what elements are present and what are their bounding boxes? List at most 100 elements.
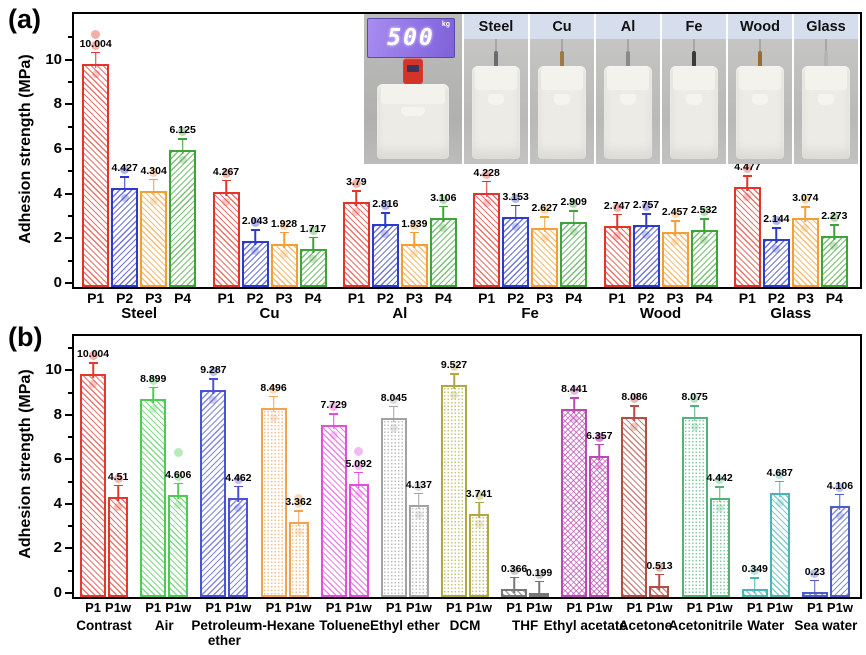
y-minor-tick [68, 347, 72, 350]
x-tick-label: P1 [347, 290, 365, 306]
y-major-tick [65, 103, 72, 106]
error-bar-line [833, 224, 836, 241]
x-tick-label: P1 [446, 600, 462, 615]
canister-photo [670, 66, 718, 159]
hanging-wire [825, 39, 827, 53]
data-point-dot [482, 169, 492, 179]
data-point-dot [775, 498, 784, 507]
error-bar-line [775, 227, 778, 244]
data-point-dot [178, 156, 187, 165]
data-point-dot [671, 238, 679, 247]
error-bar [569, 210, 579, 227]
bar-value-label: 4.228 [473, 166, 500, 179]
bar-value-label: 4.427 [111, 162, 138, 175]
error-bar-line [123, 176, 126, 193]
error-bar-line [543, 216, 546, 233]
error-bar [742, 175, 752, 192]
x-tick-label: P3 [275, 290, 293, 306]
error-bar [775, 480, 785, 497]
y-tick-label: 6 [53, 140, 62, 158]
error-bar-line [633, 405, 636, 422]
inset-photo-label: Wood [728, 14, 792, 39]
error-bar-cap [308, 236, 318, 239]
data-point-dot [389, 394, 399, 404]
data-point-dot [511, 193, 521, 203]
category-label: Al [392, 305, 408, 322]
y-tick-label: 0 [53, 584, 62, 601]
error-bar [221, 179, 231, 196]
data-point-dot [534, 569, 544, 579]
bar-value-label: 8.899 [140, 372, 167, 385]
error-bar [250, 229, 260, 246]
x-tick-label: P1w [285, 600, 312, 615]
bar-value-label: 8.441 [561, 383, 588, 396]
bar-value-label: 3.79 [346, 176, 367, 189]
bar [140, 399, 167, 597]
panel-b-x-axis: P1 P1w Contrast P1 P1w Air P1 P1w Petroleum ethe… [74, 598, 857, 653]
data-point-dot [233, 474, 243, 484]
x-tick-label: P1 [85, 600, 102, 615]
error-bar-line [254, 229, 256, 246]
error-bar-cap [279, 231, 289, 234]
hanging-scale-device [403, 58, 423, 84]
category-label: Ethyl ether [369, 618, 440, 633]
category-label: Sea water [794, 618, 858, 633]
error-bar-cap [380, 212, 390, 214]
error-bar [308, 236, 318, 253]
bar [80, 374, 107, 597]
x-tick-label: P1w [586, 600, 613, 615]
data-point-dot [613, 231, 621, 240]
error-bar [449, 373, 459, 389]
data-point-dot [511, 222, 520, 231]
data-point-dot [654, 562, 664, 572]
error-bar [750, 577, 760, 594]
data-point-dot [149, 404, 158, 413]
inset-photo-label: Fe [662, 14, 726, 39]
y-tick-label: 4 [53, 494, 62, 512]
y-minor-tick [68, 36, 72, 39]
hook-sample [824, 51, 828, 67]
error-bar [771, 227, 781, 244]
data-point-dot [113, 473, 123, 483]
error-bar [534, 580, 544, 597]
data-point-dot [474, 490, 484, 500]
error-bar [354, 471, 364, 488]
error-bar-line [513, 576, 515, 593]
bar-value-label: 9.287 [200, 364, 227, 377]
error-bar-line [718, 486, 721, 503]
data-point-dot [690, 423, 699, 432]
error-bar-cap [250, 229, 260, 231]
y-tick-label: 8 [53, 405, 62, 423]
error-bar [294, 510, 304, 527]
error-bar-line [478, 501, 480, 518]
error-bar-line [418, 492, 420, 509]
x-tick-label: P1 [746, 600, 763, 615]
data-point-dot [88, 351, 98, 361]
canister-photo [376, 84, 450, 159]
x-tick-label: P1w [225, 600, 252, 615]
error-bar-line [442, 205, 445, 222]
x-tick-label: P1 [325, 600, 342, 615]
error-bar-line [746, 175, 749, 192]
data-point-dot [173, 471, 183, 481]
error-bar-cap [612, 213, 622, 216]
data-point-dot [279, 220, 289, 230]
error-bar-line [355, 190, 358, 207]
data-point-dot [148, 375, 158, 385]
bar-value-label: 3.106 [430, 191, 457, 204]
error-bar [699, 218, 709, 235]
hanging-wire [759, 39, 761, 53]
x-tick-label: P1 [608, 290, 626, 306]
error-bar-line [272, 395, 275, 412]
error-bar-cap [715, 486, 725, 488]
data-point-dot [775, 469, 785, 479]
data-point-dot [482, 198, 491, 207]
error-bar [88, 362, 98, 379]
error-bar-line [393, 405, 395, 422]
data-point-dot [269, 413, 278, 422]
error-bar-line [312, 236, 314, 253]
scale-reading: 500 [387, 25, 435, 51]
error-bar-cap [594, 443, 604, 446]
hanging-wire [693, 39, 695, 53]
data-point-dot [475, 519, 483, 528]
